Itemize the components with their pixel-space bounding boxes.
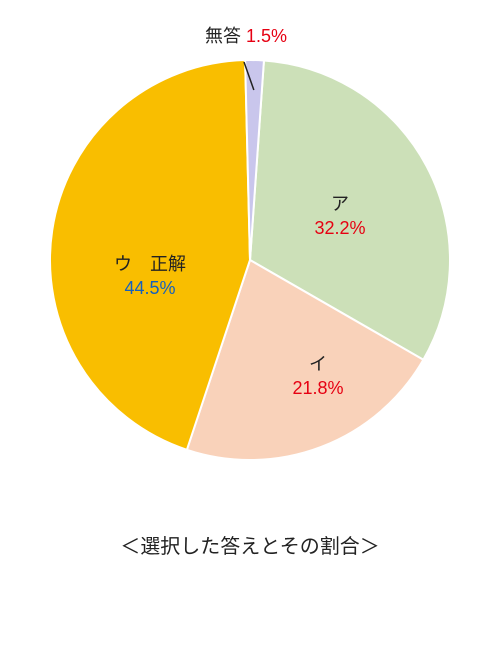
slice-pct-a: 32.2%	[314, 218, 365, 238]
slice-name-na: 無答	[205, 26, 241, 46]
slice-name-u: ウ 正解	[114, 254, 186, 274]
slice-pct-na: 1.5%	[241, 26, 287, 46]
chart-caption: ＜選択した答えとその割合＞	[0, 530, 500, 559]
pie-svg: ア 32.2% イ 21.8% ウ 正解 44.5%	[40, 50, 460, 470]
slice-pct-u: 44.5%	[124, 278, 175, 298]
pie-chart: ア 32.2% イ 21.8% ウ 正解 44.5%	[40, 50, 460, 470]
slice-name-a: ア	[331, 194, 349, 214]
slice-pct-i: 21.8%	[292, 378, 343, 398]
slice-label-na: 無答 1.5%	[205, 22, 287, 48]
slice-name-i: イ	[309, 354, 327, 374]
